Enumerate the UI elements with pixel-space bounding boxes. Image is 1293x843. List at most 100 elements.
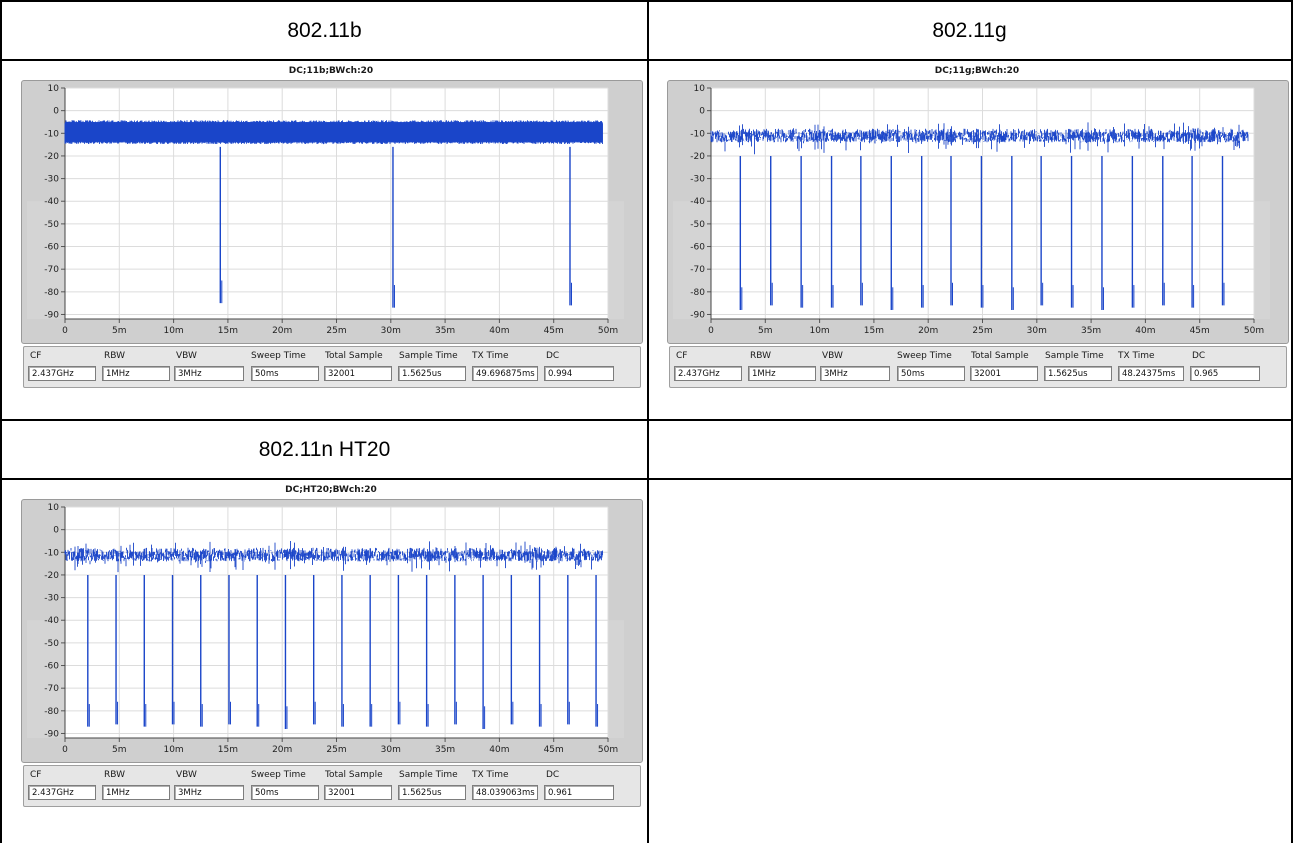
x-tick-label: 25m	[326, 745, 346, 755]
y-tick-label: -60	[690, 243, 705, 253]
plot-area: 100-10-20-30-40-50-60-70-80-900 5m 10m 15m 2…	[27, 503, 624, 755]
info-label: CF	[30, 351, 42, 361]
info-value[interactable]: 48.24375ms	[1118, 366, 1184, 381]
info-label: VBW	[822, 351, 843, 361]
info-label: Total Sample	[971, 351, 1029, 361]
side-band	[608, 620, 624, 738]
x-tick-label: 20m	[918, 326, 938, 336]
table-border	[647, 0, 649, 843]
info-value[interactable]: 1MHz	[748, 366, 816, 381]
info-value[interactable]: 0.961	[544, 785, 614, 800]
x-tick-label: 0	[62, 326, 68, 336]
y-tick-label: -10	[44, 548, 59, 558]
info-value[interactable]: 3MHz	[174, 366, 244, 381]
y-tick-label: -40	[44, 616, 59, 626]
y-tick-label: 10	[48, 503, 60, 513]
table-border	[0, 419, 1293, 421]
x-tick-label: 5m	[758, 326, 773, 336]
y-tick-label: 10	[694, 84, 706, 94]
chart-panel-11g: DC;11g;BWch:20 10 0 -10 -20 -30 -40 -50 -60 -70 -…	[667, 66, 1289, 396]
x-tick-label: 25m	[972, 326, 992, 336]
info-label: RBW	[104, 351, 126, 361]
y-tick-label: -20	[44, 152, 59, 162]
info-value[interactable]: 50ms	[897, 366, 965, 381]
x-tick-label: 5m	[112, 745, 127, 755]
info-value[interactable]: 1MHz	[102, 366, 170, 381]
info-label: Sample Time	[399, 351, 458, 361]
y-tick-label: 0	[53, 526, 59, 536]
x-tick-label: 35m	[435, 745, 455, 755]
info-value[interactable]: 1MHz	[102, 785, 170, 800]
x-tick-label: 20m	[272, 745, 292, 755]
side-band	[1254, 201, 1270, 319]
info-value[interactable]: 2.437GHz	[28, 366, 96, 381]
x-tick-label: 45m	[544, 326, 564, 336]
table-border	[0, 0, 2, 843]
x-tick-label: 50m	[598, 326, 618, 336]
x-tick-label: 15m	[218, 745, 238, 755]
trace-fill	[65, 121, 603, 143]
info-label: TX Time	[472, 351, 509, 361]
chart-title: DC;11b;BWch:20	[288, 66, 374, 76]
info-value[interactable]: 3MHz	[820, 366, 890, 381]
info-label: Sweep Time	[251, 351, 306, 361]
header-802-11n-ht20: 802.11n HT20	[258, 438, 391, 461]
y-tick-label: -80	[690, 288, 705, 298]
y-tick-label: -50	[44, 220, 59, 230]
y-tick-label: -30	[44, 175, 59, 185]
table-border	[1291, 0, 1293, 843]
info-value[interactable]: 50ms	[251, 785, 319, 800]
info-value[interactable]: 50ms	[251, 366, 319, 381]
y-tick-label: 0	[699, 107, 705, 117]
y-tick-label: -90	[44, 729, 59, 739]
trace-series	[64, 541, 603, 729]
info-label: Sample Time	[1045, 351, 1104, 361]
y-tick-label: -60	[44, 662, 59, 672]
x-tick-label: 15m	[218, 326, 238, 336]
x-tick-label: 10m	[809, 326, 829, 336]
y-tick-label: -70	[44, 684, 59, 694]
x-tick-label: 30m	[1027, 326, 1047, 336]
info-value[interactable]: 2.437GHz	[28, 785, 96, 800]
y-tick-label: -50	[690, 220, 705, 230]
side-band	[27, 201, 65, 319]
info-value[interactable]: 32001	[970, 366, 1038, 381]
info-label: DC	[1192, 351, 1206, 361]
info-label: Total Sample	[325, 351, 383, 361]
info-label: DC	[546, 770, 560, 780]
x-tick-label: 10m	[163, 326, 183, 336]
x-tick-label: 40m	[489, 745, 509, 755]
info-label: TX Time	[472, 770, 509, 780]
info-value[interactable]: 0.965	[1190, 366, 1260, 381]
x-tick-label: 35m	[1081, 326, 1101, 336]
info-value[interactable]: 32001	[324, 366, 392, 381]
info-value[interactable]: 0.994	[544, 366, 614, 381]
info-label: RBW	[750, 351, 772, 361]
table-border	[0, 478, 1293, 480]
y-tick-label: -40	[44, 197, 59, 207]
info-value[interactable]: 32001	[324, 785, 392, 800]
x-tick-label: 20m	[272, 326, 292, 336]
y-tick-label: -10	[690, 129, 705, 139]
info-value[interactable]: 1.5625us	[398, 785, 466, 800]
chart-title: DC;11g;BWch:20	[934, 66, 1020, 76]
info-label: Sweep Time	[897, 351, 952, 361]
info-value[interactable]: 1.5625us	[398, 366, 466, 381]
trace-noise-band	[710, 122, 1249, 155]
info-label: Total Sample	[325, 770, 383, 780]
y-tick-label: -10	[44, 129, 59, 139]
plot-area: 100-10-20-30-40-50-60-70-80-900 5m 10m 15m 2…	[673, 84, 1270, 336]
info-box: CF 2.437GHz RBW 1MHz VBW 3MHz Sweep Time 50ms To…	[23, 765, 641, 807]
info-label: Sample Time	[399, 770, 458, 780]
info-label: RBW	[104, 770, 126, 780]
y-tick-label: -80	[44, 707, 59, 717]
info-value[interactable]: 1.5625us	[1044, 366, 1112, 381]
info-value[interactable]: 3MHz	[174, 785, 244, 800]
info-label: VBW	[176, 351, 197, 361]
info-label: CF	[30, 770, 42, 780]
x-tick-label: 35m	[435, 326, 455, 336]
x-tick-label: 50m	[598, 745, 618, 755]
info-value[interactable]: 48.039063ms	[472, 785, 538, 800]
info-value[interactable]: 49.696875ms	[472, 366, 538, 381]
info-value[interactable]: 2.437GHz	[674, 366, 742, 381]
